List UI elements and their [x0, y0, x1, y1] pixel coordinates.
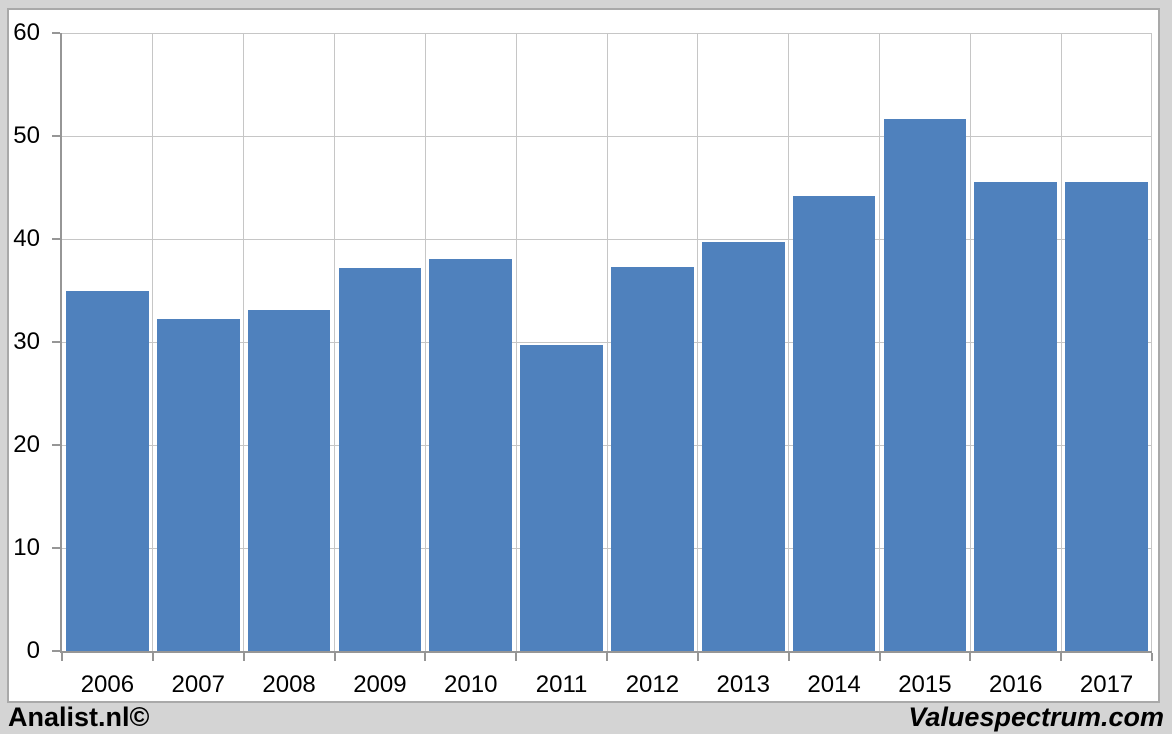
bar-2017 [1065, 182, 1148, 651]
x-axis-label: 2011 [535, 671, 588, 698]
x-axis-label: 2009 [353, 671, 407, 698]
gridline-vertical [1151, 33, 1152, 651]
gridline-vertical [334, 33, 335, 651]
x-axis-tick [787, 653, 790, 661]
gridline-vertical [969, 33, 971, 651]
gridline-vertical [243, 33, 245, 651]
x-axis-tick [1060, 653, 1063, 661]
x-axis-tick [606, 653, 608, 661]
gridline-vertical [606, 33, 608, 651]
gridline-vertical [879, 33, 880, 651]
bar-2013 [701, 242, 785, 651]
x-axis-tick [242, 653, 245, 661]
bar-2015 [883, 118, 967, 651]
chart-container: 0 10 20 30 40 50 60 2006 2007 2008 2009 2010 2011 201… [7, 8, 1160, 703]
x-axis-label: 2013 [716, 671, 770, 698]
x-axis-tick [333, 653, 336, 661]
y-axis-tick [52, 32, 60, 34]
x-axis-label: 2015 [898, 671, 952, 698]
bar-2016 [974, 182, 1058, 651]
y-axis-tick [52, 238, 60, 240]
y-axis-tick [52, 547, 60, 549]
plot-area [52, 32, 1153, 661]
bar-2011 [520, 345, 603, 651]
x-axis-label: 2008 [262, 671, 316, 698]
x-axis-tick [878, 653, 881, 661]
x-axis-tick [61, 653, 63, 661]
x-axis-label: 2017 [1079, 671, 1134, 698]
y-axis-tick [52, 135, 60, 137]
y-axis-label: 0 [26, 637, 40, 664]
x-axis-tick [515, 653, 518, 661]
y-axis-tick [52, 444, 60, 446]
gridline-vertical [424, 33, 426, 651]
y-axis-label: 20 [13, 431, 40, 458]
y-axis-tick [52, 650, 60, 652]
y-axis-label: 10 [13, 534, 40, 561]
gridline-vertical [697, 33, 699, 651]
gridline-vertical [1060, 33, 1062, 651]
bar-2012 [611, 266, 694, 651]
x-axis-tick [969, 653, 972, 661]
brand-analist: Analist.nl© [8, 702, 150, 732]
x-axis-tick [424, 653, 427, 661]
y-axis-label: 50 [13, 122, 40, 149]
y-axis-label: 60 [13, 19, 40, 46]
bar-2008 [247, 310, 331, 651]
bar-2010 [429, 258, 513, 651]
x-axis-label: 2007 [171, 671, 225, 698]
bar-2014 [792, 195, 876, 651]
y-axis-label: 40 [13, 225, 40, 252]
bar-2006 [66, 290, 149, 651]
x-axis-label: 2016 [989, 671, 1043, 698]
x-axis-tick [1151, 653, 1153, 661]
bar-2009 [338, 267, 422, 651]
x-axis-tick [696, 653, 699, 661]
x-axis-label: 2014 [807, 671, 861, 698]
x-axis-label: 2006 [80, 671, 135, 698]
y-axis-tick [52, 341, 60, 343]
x-axis-label: 2012 [625, 671, 680, 698]
x-axis-tick [151, 653, 154, 661]
gridline-vertical [788, 33, 790, 651]
bar-2007 [156, 319, 240, 651]
y-axis-label: 30 [13, 328, 40, 355]
gridline-vertical [152, 33, 154, 651]
brand-valuespectrum: Valuespectrum.com [908, 702, 1164, 732]
x-axis-label: 2010 [444, 671, 498, 698]
gridline-vertical [515, 33, 517, 651]
